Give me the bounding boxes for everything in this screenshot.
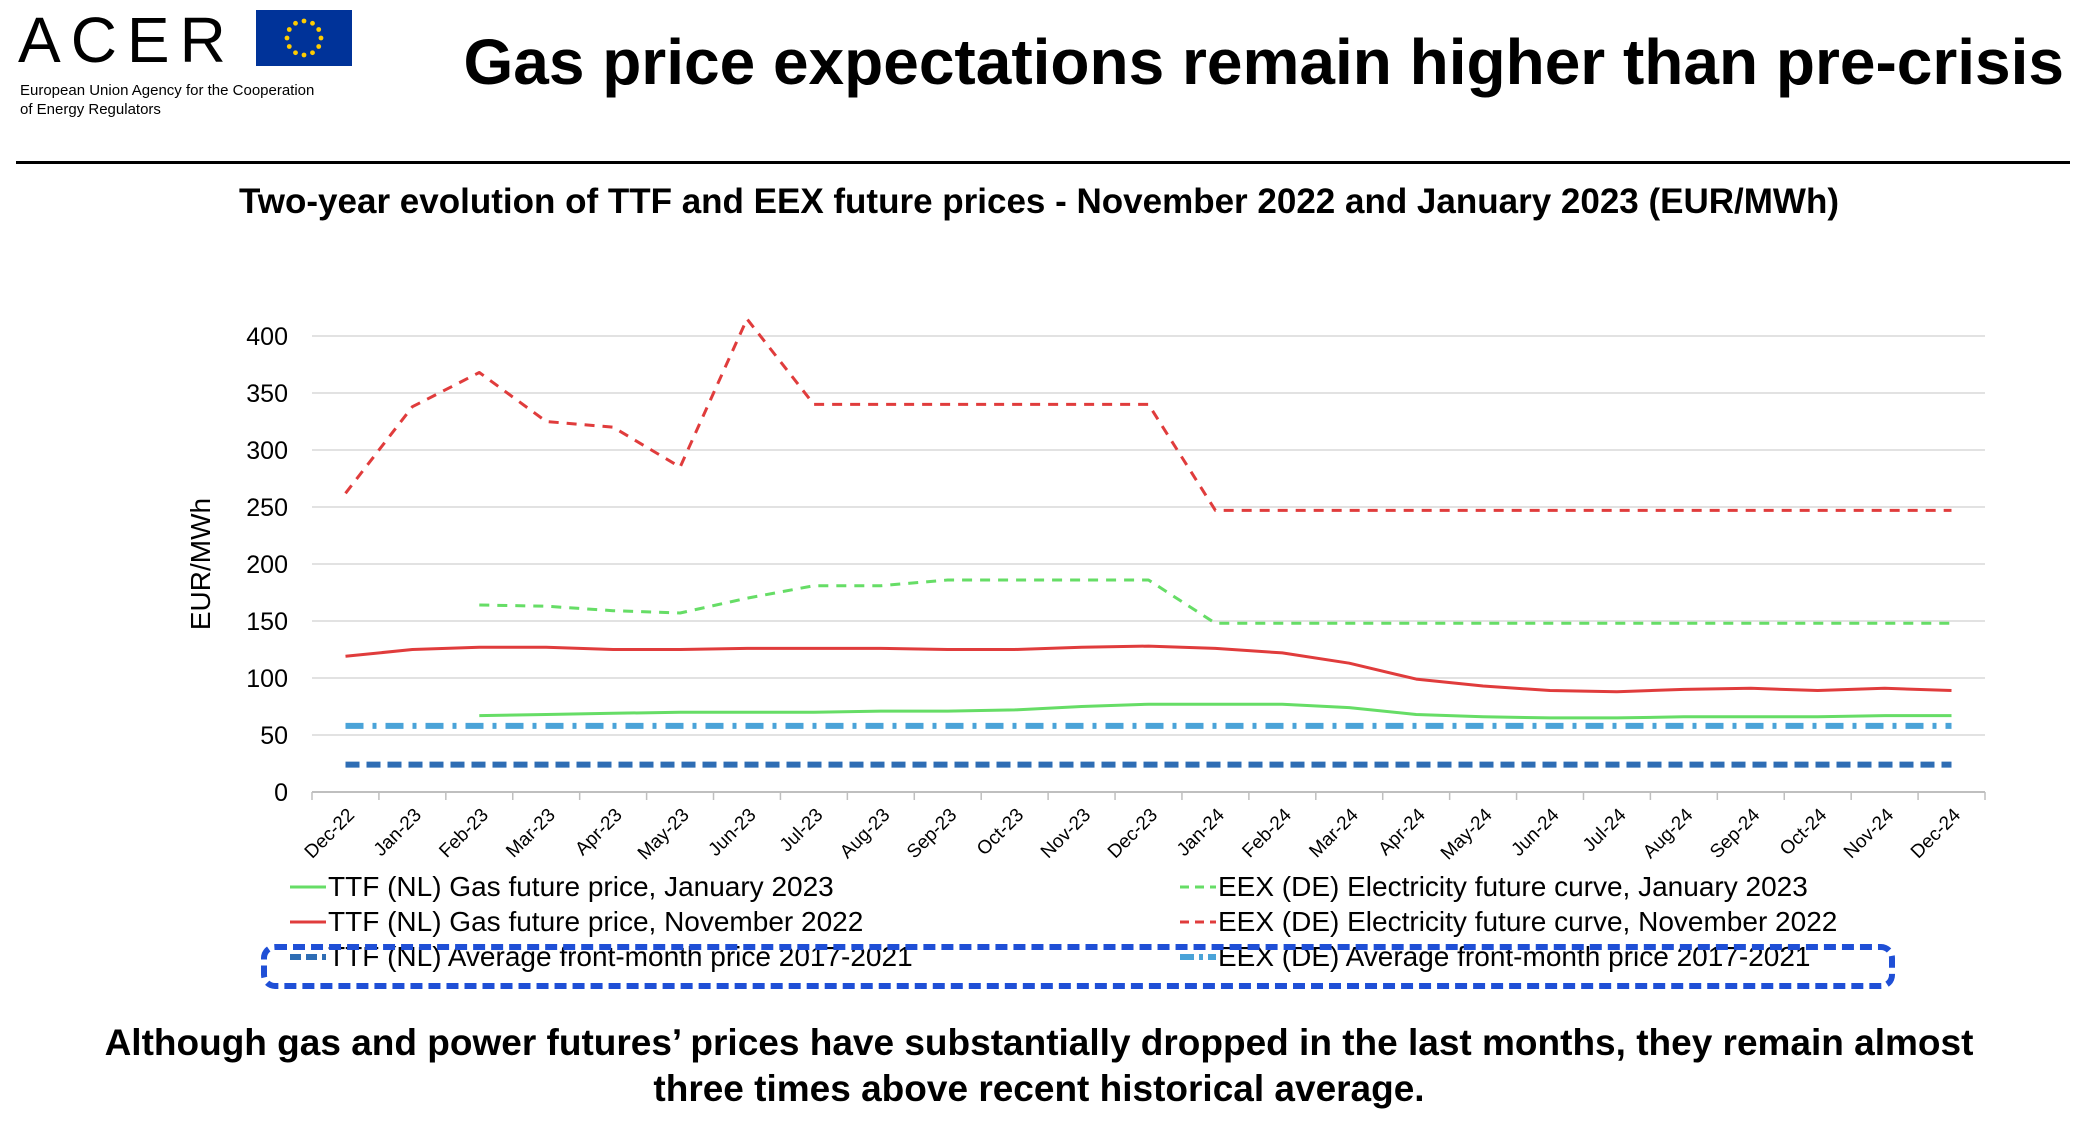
eu-star-icon (310, 50, 315, 56)
x-tick-label: Nov-24 (1840, 804, 1898, 862)
y-tick-label: 400 (246, 323, 288, 351)
footnote-line1: Although gas and power futures’ prices h… (104, 1022, 1974, 1063)
series-line-1 (479, 578, 1952, 625)
legend-label: TTF (NL) Gas future price, January 2023 (328, 871, 834, 902)
x-tick-label: Jul-24 (1579, 804, 1631, 856)
eu-star-icon (286, 27, 292, 32)
x-tick-label: Sep-24 (1706, 804, 1764, 862)
x-tick-label: Nov-23 (1037, 805, 1095, 863)
x-tick-label: Jun-23 (705, 805, 761, 861)
eu-star-icon (293, 20, 298, 26)
logo-subtitle: European Union Agency for the Cooperatio… (20, 81, 360, 119)
y-tick-label: 0 (274, 779, 288, 807)
legend-label: EEX (DE) Electricity future curve, Janua… (1218, 871, 1808, 902)
logo-subtitle-line1: European Union Agency for the Cooperatio… (20, 82, 315, 99)
legend-label: EEX (DE) Electricity future curve, Novem… (1218, 906, 1837, 937)
series-line-3 (344, 317, 1952, 512)
x-tick-label: Oct-23 (973, 805, 1028, 860)
y-tick-label: 100 (246, 665, 288, 693)
x-tick-label: Sep-23 (903, 805, 961, 863)
x-tick-label: Aug-24 (1639, 804, 1697, 862)
footnote: Although gas and power futures’ prices h… (0, 1020, 2078, 1112)
eu-star-icon (318, 35, 324, 41)
x-tick-label: Mar-24 (1305, 804, 1363, 862)
x-tick-label: May-23 (634, 805, 694, 865)
x-tick-label: Mar-23 (502, 805, 559, 862)
x-tick-label: Jun-24 (1508, 804, 1564, 860)
eu-star-icon (316, 27, 322, 32)
x-tick-label: May-24 (1437, 804, 1497, 864)
x-tick-label: Feb-24 (1238, 804, 1296, 862)
chart-title: Two-year evolution of TTF and EEX future… (239, 182, 1839, 221)
logo-wordmark: ACER (18, 4, 236, 76)
legend-highlight-box (261, 944, 1895, 989)
eu-flag-icon (256, 10, 352, 66)
eu-star-icon (284, 35, 290, 41)
y-tick-label: 250 (246, 494, 288, 522)
x-tick-label: Feb-23 (435, 805, 492, 862)
x-tick-label: Aug-23 (836, 805, 894, 863)
x-tick-label: Jul-23 (776, 805, 827, 856)
acer-logo: ACER European Union Agency for the Coope… (18, 4, 352, 118)
y-axis-label: EUR/MWh (185, 498, 216, 630)
x-tick-label: Dec-22 (301, 805, 359, 863)
x-tick-label: Apr-23 (571, 805, 626, 860)
x-tick-label: Dec-23 (1104, 805, 1162, 863)
logo-subtitle-line2: of Energy Regulators (20, 101, 161, 118)
eu-star-icon (316, 44, 322, 49)
series-line-2 (345, 644, 1952, 694)
y-tick-label: 300 (246, 437, 288, 465)
series-line-0 (479, 702, 1952, 720)
y-tick-label: 50 (260, 722, 288, 750)
page-title: Gas price expectations remain higher tha… (463, 26, 2064, 98)
eu-star-icon (301, 52, 307, 58)
x-tick-label: Jan-23 (370, 805, 426, 861)
y-tick-label: 200 (246, 551, 288, 579)
eu-star-icon (301, 18, 307, 24)
eu-star-icon (310, 20, 315, 26)
x-tick-label: Oct-24 (1776, 804, 1831, 859)
x-tick-label: Apr-24 (1375, 804, 1430, 859)
x-tick-label: Jan-24 (1173, 804, 1229, 860)
eu-star-icon (293, 50, 298, 56)
footnote-line2: three times above recent historical aver… (653, 1068, 1425, 1109)
legend-label: TTF (NL) Gas future price, November 2022 (328, 906, 863, 937)
x-tick-label: Dec-24 (1907, 804, 1965, 862)
header-divider (16, 161, 2070, 164)
y-tick-label: 150 (246, 608, 288, 636)
eu-star-icon (286, 44, 292, 49)
y-tick-label: 350 (246, 380, 288, 408)
